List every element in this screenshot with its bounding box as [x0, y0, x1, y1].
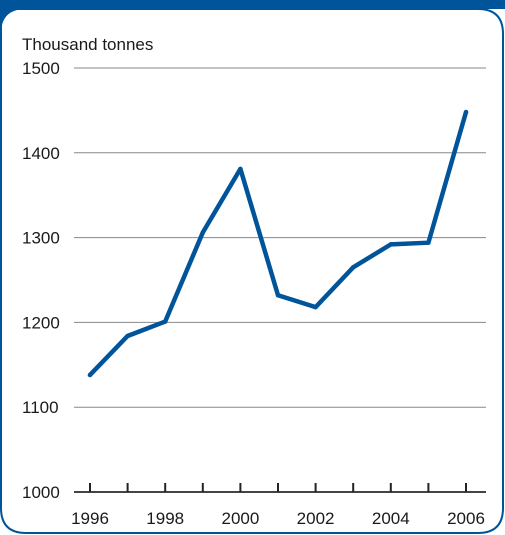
y-tick-labels: 1000 1100 1200 1300 1400 1500 — [22, 59, 60, 502]
data-point-1996 — [87, 372, 93, 378]
x-tick-label-2000: 2000 — [221, 509, 259, 528]
y-tick-label-1300: 1300 — [22, 229, 60, 248]
gridlines — [74, 67, 486, 408]
x-tick-label-1996: 1996 — [71, 509, 109, 528]
header-bar — [0, 0, 505, 9]
data-point-1998 — [163, 319, 168, 324]
x-tick-label-2006: 2006 — [447, 509, 485, 528]
x-tick-label-1998: 1998 — [146, 509, 184, 528]
data-point-1997 — [125, 333, 130, 339]
x-tick-label-2004: 2004 — [372, 509, 410, 528]
frame-top-corner-left — [1, 9, 26, 34]
y-tick-label-1400: 1400 — [22, 144, 60, 163]
x-tick-labels: 1996 1998 2000 2002 2004 2006 — [71, 509, 485, 528]
y-tick-label-1000: 1000 — [22, 483, 60, 502]
data-point-2006 — [463, 109, 469, 115]
y-tick-label-1200: 1200 — [22, 313, 60, 332]
y-axis-unit-label: Thousand tonnes — [22, 35, 153, 54]
chart-frame — [0, 8, 504, 534]
series-layer — [87, 109, 469, 378]
data-point-2003 — [351, 265, 356, 270]
data-point-1999 — [200, 230, 205, 235]
data-point-2001 — [275, 293, 281, 298]
data-point-2004 — [388, 242, 393, 247]
y-tick-label-1100: 1100 — [22, 398, 59, 417]
data-point-2002 — [313, 304, 318, 310]
data-point-2005 — [426, 240, 431, 245]
y-tick-label-1500: 1500 — [22, 59, 60, 78]
x-tick-label-2002: 2002 — [297, 509, 335, 528]
x-axis — [74, 483, 486, 493]
data-point-2000 — [238, 166, 243, 172]
